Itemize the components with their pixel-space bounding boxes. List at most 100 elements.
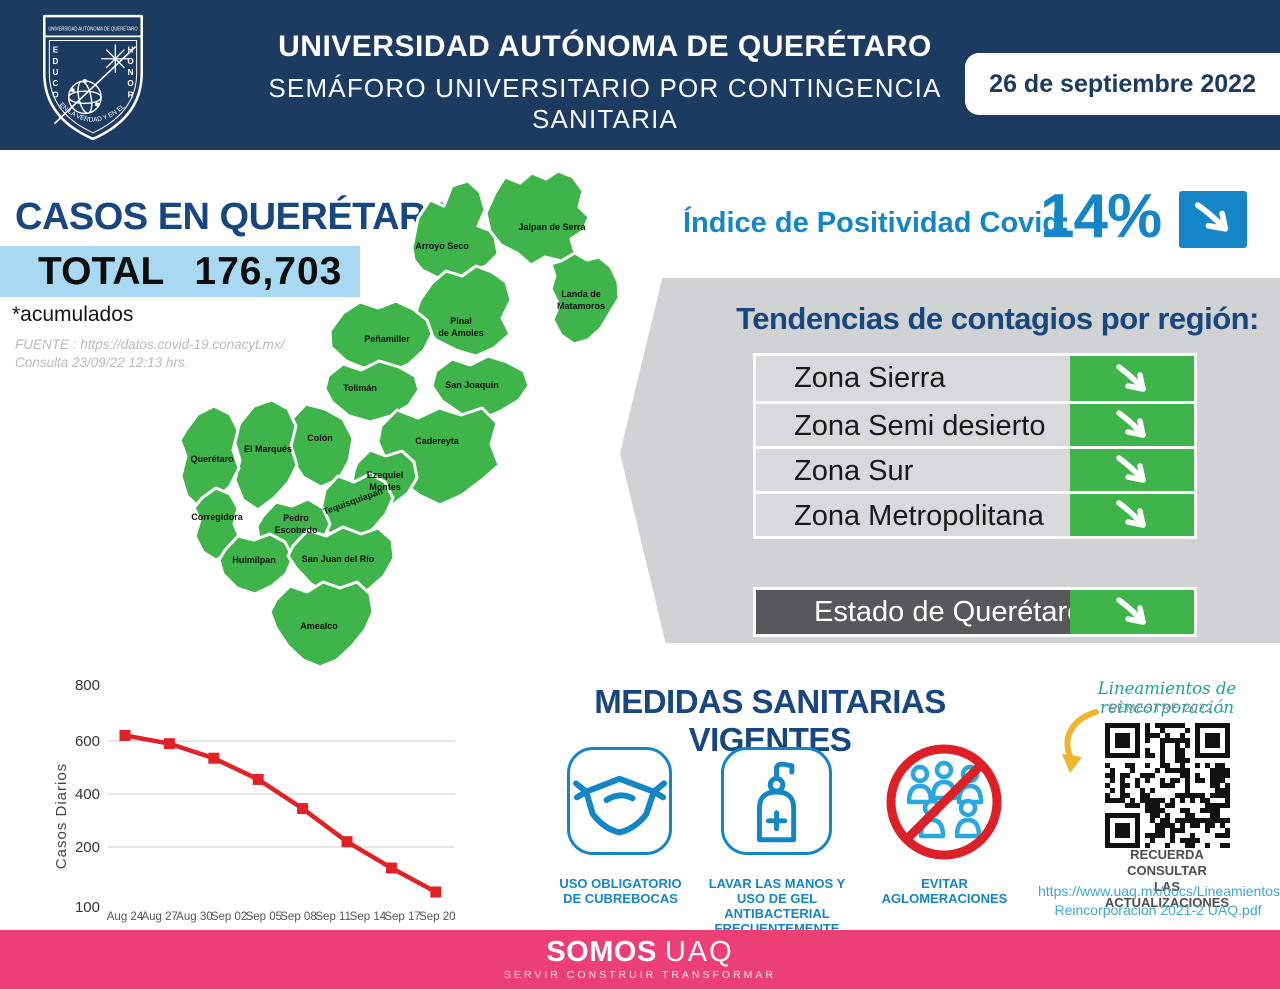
arrow-down-right-icon xyxy=(1116,500,1146,528)
trend-cell xyxy=(1070,590,1194,634)
municipality-landa xyxy=(549,251,620,346)
arrow-down-right-icon xyxy=(1116,363,1146,392)
municipality-amealco xyxy=(268,580,375,668)
svg-text:600: 600 xyxy=(75,733,100,750)
gel-measure-label: LAVAR LAS MANOS Y USO DE GEL ANTIBACTERI… xyxy=(708,876,846,936)
svg-text:Sep 20: Sep 20 xyxy=(419,911,455,923)
trend-cell xyxy=(1070,404,1194,446)
qr-subheading: SEMESTRE 2022-1 xyxy=(1108,703,1226,715)
map-label: Peñamiller xyxy=(364,334,410,344)
qr-heading: Lineamientos de reincorporación xyxy=(1097,679,1237,717)
municipality-san-joaquin xyxy=(430,354,531,422)
globe-icon xyxy=(67,80,102,115)
municipality-arroyo-seco xyxy=(410,179,500,286)
positivity-trend-badge xyxy=(1179,191,1247,248)
trend-cell xyxy=(1070,449,1194,491)
map-label: Arroyo Seco xyxy=(415,241,469,251)
svg-text:Sep 02: Sep 02 xyxy=(211,911,247,923)
trends-title: Tendencias de contagios por región: xyxy=(736,301,1259,336)
arrow-down-right-icon xyxy=(1116,597,1146,625)
trend-row-zona-metropolitana: Zona Metropolitana xyxy=(756,491,1194,536)
svg-text:Sep 05: Sep 05 xyxy=(246,911,282,923)
map-label: Montes xyxy=(369,482,401,492)
map-label: San Joaquín xyxy=(445,380,499,390)
map-label: Huimilpan xyxy=(232,555,276,565)
map-label: Escobedo xyxy=(274,525,318,535)
total-value: 176,703 xyxy=(194,249,343,293)
arrow-down-right-icon xyxy=(1116,455,1146,483)
map-label: Matamoros xyxy=(557,301,605,311)
map-label: Landa de xyxy=(561,289,601,299)
face-mask-icon xyxy=(572,775,667,836)
queretaro-state-map: Arroyo Seco Jalpan de Serra Landa de Mat… xyxy=(180,169,620,668)
trend-row-zona-semi-desierto: Zona Semi desierto xyxy=(756,401,1194,446)
cases-note: *acumulados xyxy=(12,303,134,326)
municipality-toliman xyxy=(323,359,421,424)
zone-label: Zona Sur xyxy=(794,455,914,487)
svg-text:Aug 30: Aug 30 xyxy=(176,911,212,923)
svg-text:800: 800 xyxy=(75,677,100,694)
map-label: Colón xyxy=(307,433,333,443)
header-titles: UNIVERSIDAD AUTÓNOMA DE QUERÉTARO SEMÁFO… xyxy=(210,30,1000,135)
trend-row-zona-sierra: Zona Sierra xyxy=(756,356,1194,401)
uaq-logo: UNIVERSIDAD AUTÓNOMA DE QUERÉTARO EDUCO … xyxy=(43,14,143,141)
map-label: Jalpan de Serra xyxy=(518,222,586,232)
map-label: Corregidora xyxy=(191,512,244,522)
map-label: Querétaro xyxy=(190,454,234,464)
total-label: TOTAL xyxy=(38,249,165,293)
footer-bar: SOMOS UAQ SERVIR CONSTRUIR TRANSFORMAR xyxy=(0,930,1280,989)
trend-row-zona-sur: Zona Sur xyxy=(756,446,1194,491)
municipality-jalpan xyxy=(484,169,591,267)
municipality-queretaro xyxy=(180,404,241,510)
svg-text:Casos Diarios: Casos Diarios xyxy=(53,763,70,869)
date-badge: 26 de septiembre 2022 xyxy=(965,53,1280,115)
gel-measure-card xyxy=(721,747,832,855)
state-label: Estado de Querétaro xyxy=(814,596,1084,628)
qr-url-link[interactable]: https://www.uaq.mx/docs/Lineamientos Rei… xyxy=(1038,883,1280,918)
zone-label: Zona Metropolitana xyxy=(794,500,1044,532)
map-label: El Marqués xyxy=(244,444,292,454)
map-label: Tolimán xyxy=(343,383,377,393)
positivity-value: 14% xyxy=(1040,182,1162,251)
trend-row-estado: Estado de Querétaro xyxy=(753,587,1197,637)
source-line-2: Consulta 23/09/22 12:13 hrs. xyxy=(15,355,189,370)
no-crowds-icon xyxy=(886,744,1002,860)
arrow-down-right-icon xyxy=(1194,201,1229,232)
logo-band-text: UNIVERSIDAD AUTÓNOMA DE QUERÉTARO xyxy=(48,25,138,32)
total-cases-bar: TOTAL 176,703 xyxy=(0,246,360,297)
data-source: FUENTE : https://datos.covid-19.conacyt.… xyxy=(15,336,284,372)
trends-panel: Tendencias de contagios por región: Zona… xyxy=(620,277,1280,644)
trends-table: Zona Sierra Zona Semi desierto Zona Sur … xyxy=(753,353,1197,539)
map-label: Ezequiel xyxy=(367,470,404,480)
svg-text:Aug 24: Aug 24 xyxy=(107,911,144,923)
star-icon xyxy=(101,44,130,73)
cases-heading: CASOS EN QUERÉTARO xyxy=(15,196,456,238)
municipality-pinal xyxy=(414,264,513,358)
crowd-measure-label: EVITAR AGLOMERACIONES xyxy=(881,876,1008,906)
source-line-1: FUENTE : https://datos.covid-19.conacyt.… xyxy=(15,337,285,352)
map-label: Cadereyta xyxy=(415,436,460,446)
header-bar: UNIVERSIDAD AUTÓNOMA DE QUERÉTARO EDUCO … xyxy=(0,0,1280,150)
map-label: San Juan del Río xyxy=(302,554,375,564)
arrow-down-right-icon xyxy=(1116,410,1146,438)
curved-arrow-icon xyxy=(1062,709,1099,773)
municipality-penamiller xyxy=(328,299,434,376)
svg-text:Sep 08: Sep 08 xyxy=(280,911,316,923)
mask-measure-card xyxy=(567,747,672,855)
municipality-san-juan xyxy=(286,525,396,602)
footer-tagline: SERVIR CONSTRUIR TRANSFORMAR xyxy=(503,969,777,981)
positivity-label: Índice de Positividad Covid: xyxy=(683,207,1070,239)
trend-cell xyxy=(1070,356,1194,401)
zone-label: Zona Sierra xyxy=(794,362,946,394)
page-title: UNIVERSIDAD AUTÓNOMA DE QUERÉTARO xyxy=(278,30,932,63)
municipality-huimilpan xyxy=(217,532,295,596)
svg-text:Sep 17: Sep 17 xyxy=(384,911,420,923)
qr-note: RECUERDA CONSULTAR LAS ACTUALIZACIONES xyxy=(1104,847,1230,910)
svg-text:400: 400 xyxy=(75,786,100,803)
svg-text:Sep 14: Sep 14 xyxy=(350,911,387,923)
page-subtitle: SEMÁFORO UNIVERSITARIO POR CONTINGENCIA … xyxy=(268,73,942,134)
svg-text:Sep 11: Sep 11 xyxy=(315,911,351,923)
